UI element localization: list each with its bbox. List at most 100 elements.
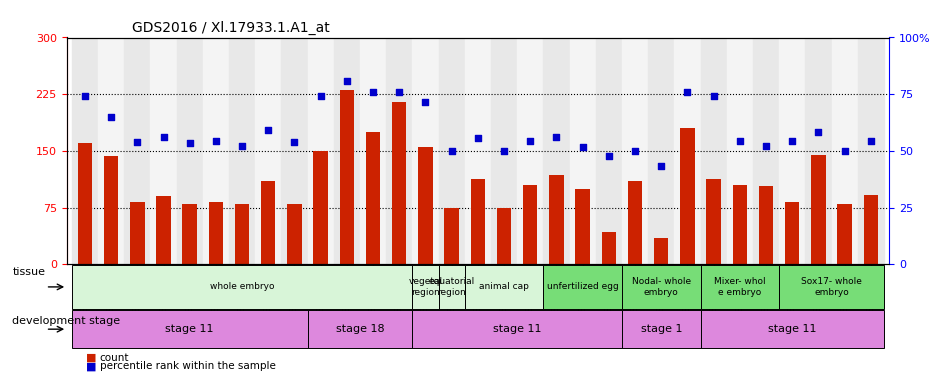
Point bbox=[208, 138, 223, 144]
Bar bbox=[78, 143, 92, 264]
Bar bbox=[732, 185, 747, 264]
Bar bbox=[235, 204, 249, 264]
Bar bbox=[72, 310, 307, 348]
Bar bbox=[649, 38, 674, 264]
Bar bbox=[203, 38, 229, 264]
Bar bbox=[575, 189, 590, 264]
Bar bbox=[104, 156, 118, 264]
Bar bbox=[465, 38, 491, 264]
Bar bbox=[785, 202, 800, 264]
Point bbox=[601, 153, 616, 159]
Bar bbox=[570, 38, 595, 264]
Text: stage 11: stage 11 bbox=[165, 324, 214, 334]
Bar bbox=[628, 181, 642, 264]
Bar bbox=[595, 38, 622, 264]
Point bbox=[77, 93, 92, 99]
Bar bbox=[727, 38, 753, 264]
Text: percentile rank within the sample: percentile rank within the sample bbox=[100, 361, 276, 371]
Bar bbox=[779, 38, 805, 264]
Bar bbox=[674, 38, 701, 264]
Bar bbox=[701, 310, 883, 348]
Bar bbox=[680, 128, 694, 264]
Point bbox=[523, 138, 538, 144]
Text: Mixer- whol
e embryo: Mixer- whol e embryo bbox=[714, 277, 766, 297]
Bar bbox=[72, 265, 413, 309]
Text: animal cap: animal cap bbox=[479, 282, 529, 291]
Text: equatorial
region: equatorial region bbox=[429, 277, 475, 297]
Text: Nodal- whole
embryo: Nodal- whole embryo bbox=[631, 277, 690, 297]
Bar bbox=[622, 310, 701, 348]
Bar bbox=[602, 232, 616, 264]
Text: unfertilized egg: unfertilized egg bbox=[547, 282, 618, 291]
Point bbox=[837, 148, 852, 154]
Text: development stage: development stage bbox=[12, 316, 121, 326]
Bar bbox=[392, 102, 406, 264]
Bar bbox=[366, 132, 380, 264]
Bar bbox=[622, 38, 649, 264]
Point bbox=[706, 93, 721, 99]
Point bbox=[470, 135, 485, 141]
Point bbox=[680, 89, 695, 95]
Bar bbox=[654, 238, 669, 264]
Point bbox=[549, 134, 564, 140]
Bar bbox=[334, 38, 360, 264]
Bar bbox=[72, 38, 98, 264]
Bar bbox=[287, 204, 301, 264]
Point bbox=[575, 144, 591, 150]
Bar bbox=[444, 207, 459, 264]
Bar bbox=[130, 201, 145, 264]
Bar bbox=[701, 265, 779, 309]
Text: stage 18: stage 18 bbox=[336, 324, 384, 334]
Text: stage 11: stage 11 bbox=[768, 324, 817, 334]
Bar bbox=[255, 38, 281, 264]
Bar bbox=[471, 179, 485, 264]
Point bbox=[653, 163, 669, 169]
Text: ■: ■ bbox=[86, 361, 96, 371]
Bar bbox=[438, 265, 465, 309]
Point bbox=[313, 93, 328, 99]
Bar bbox=[229, 38, 255, 264]
Point bbox=[129, 139, 145, 145]
Bar bbox=[831, 38, 858, 264]
Text: count: count bbox=[100, 353, 129, 363]
Bar bbox=[386, 38, 413, 264]
Point bbox=[417, 99, 433, 105]
Point bbox=[732, 138, 747, 144]
Bar bbox=[622, 265, 701, 309]
Point bbox=[392, 89, 407, 95]
Bar bbox=[491, 38, 517, 264]
Bar bbox=[413, 38, 438, 264]
Bar bbox=[418, 147, 433, 264]
Point bbox=[104, 114, 119, 120]
Bar bbox=[707, 179, 721, 264]
Point bbox=[235, 142, 250, 148]
Bar bbox=[156, 196, 171, 264]
Bar bbox=[838, 204, 852, 264]
Point bbox=[182, 140, 197, 146]
Bar bbox=[753, 38, 779, 264]
Bar bbox=[701, 38, 727, 264]
Bar bbox=[98, 38, 125, 264]
Point bbox=[444, 148, 459, 154]
Bar bbox=[177, 38, 203, 264]
Bar bbox=[150, 38, 177, 264]
Point bbox=[261, 127, 276, 133]
Point bbox=[496, 148, 512, 154]
Bar bbox=[413, 310, 622, 348]
Bar bbox=[465, 265, 543, 309]
Point bbox=[759, 142, 774, 148]
Bar bbox=[496, 207, 512, 264]
Text: vegetal
region: vegetal region bbox=[408, 277, 442, 297]
Bar bbox=[413, 265, 438, 309]
Text: ■: ■ bbox=[86, 353, 96, 363]
Point bbox=[340, 78, 355, 84]
Point bbox=[365, 89, 380, 95]
Bar bbox=[183, 204, 197, 264]
Point bbox=[785, 138, 800, 144]
Bar bbox=[307, 310, 413, 348]
Bar bbox=[208, 201, 223, 264]
Bar bbox=[550, 175, 564, 264]
Bar bbox=[543, 265, 622, 309]
Text: whole embryo: whole embryo bbox=[210, 282, 274, 291]
Point bbox=[811, 129, 826, 135]
